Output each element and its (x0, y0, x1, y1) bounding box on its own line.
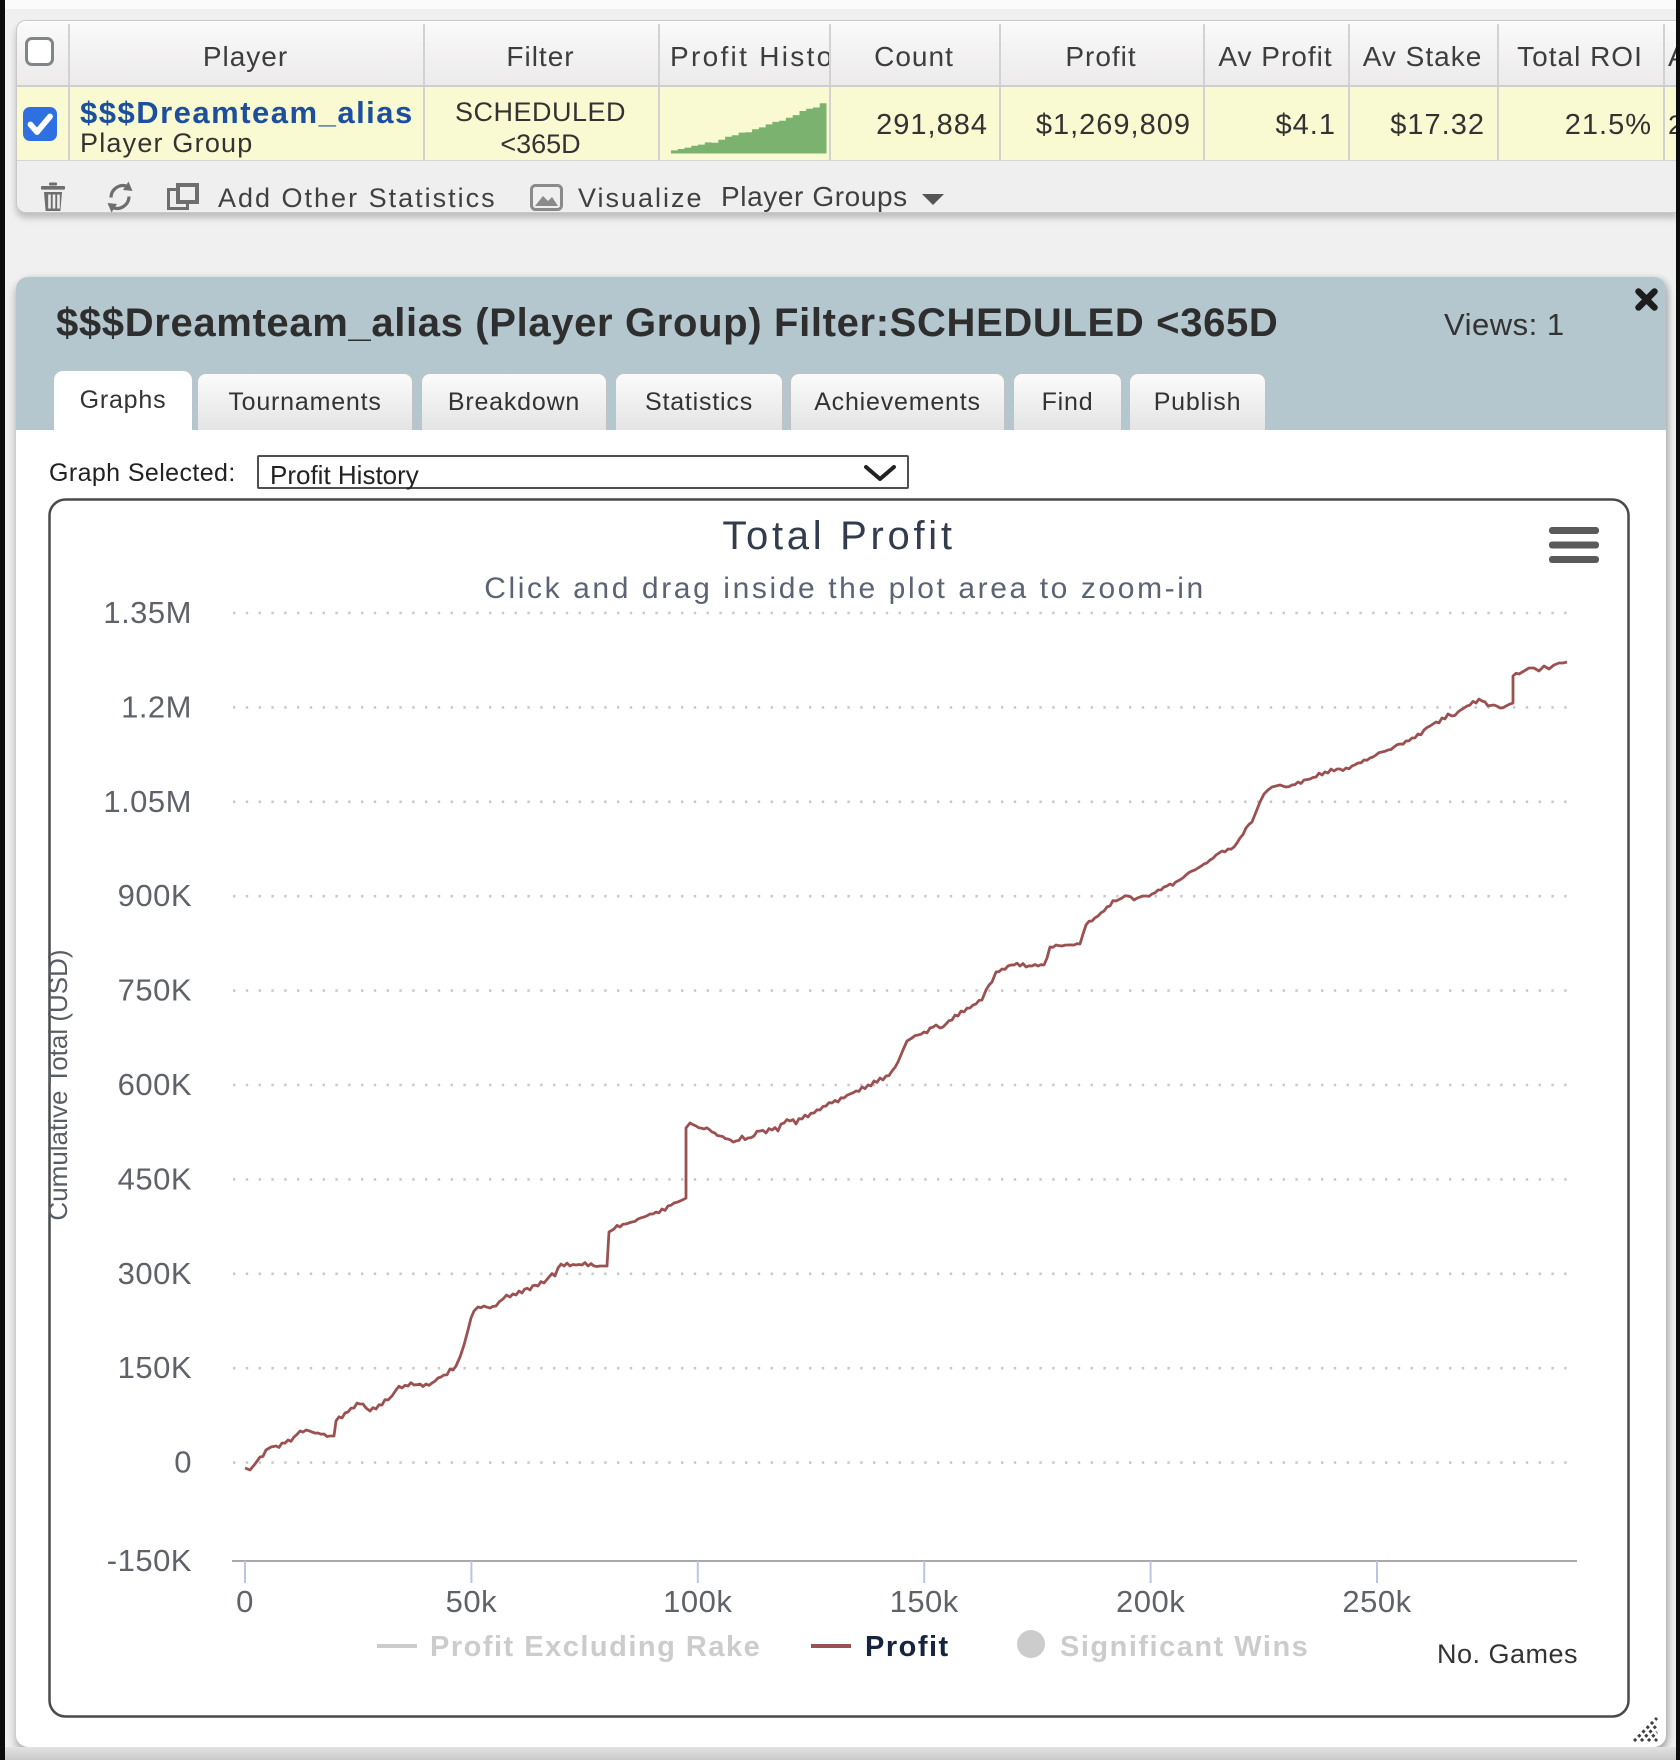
svg-text:-150K: -150K (107, 1543, 192, 1578)
svg-text:No. Games: No. Games (1437, 1639, 1578, 1669)
svg-text:Total Profit: Total Profit (722, 514, 955, 558)
svg-text:150K: 150K (118, 1350, 192, 1385)
svg-text:1.35M: 1.35M (103, 595, 192, 630)
svg-text:200k: 200k (1116, 1584, 1185, 1619)
svg-text:Profit Excluding Rake: Profit Excluding Rake (430, 1631, 761, 1663)
svg-text:0: 0 (174, 1445, 192, 1480)
svg-text:Click and drag inside the plot: Click and drag inside the plot area to z… (484, 572, 1206, 605)
svg-text:250k: 250k (1342, 1584, 1411, 1619)
svg-text:450K: 450K (118, 1161, 192, 1196)
svg-text:Profit: Profit (865, 1631, 950, 1663)
svg-text:300K: 300K (118, 1256, 192, 1291)
svg-text:600K: 600K (118, 1067, 192, 1102)
svg-text:Significant Wins: Significant Wins (1060, 1631, 1309, 1663)
svg-text:1.2M: 1.2M (121, 689, 192, 724)
svg-text:Cumulative Total (USD): Cumulative Total (USD) (48, 949, 73, 1220)
svg-text:0: 0 (236, 1584, 254, 1619)
svg-text:900K: 900K (118, 878, 192, 913)
svg-text:50k: 50k (446, 1584, 497, 1619)
svg-text:150k: 150k (890, 1584, 959, 1619)
svg-text:100k: 100k (663, 1584, 732, 1619)
svg-text:750K: 750K (118, 973, 192, 1008)
svg-text:1.05M: 1.05M (103, 784, 192, 819)
